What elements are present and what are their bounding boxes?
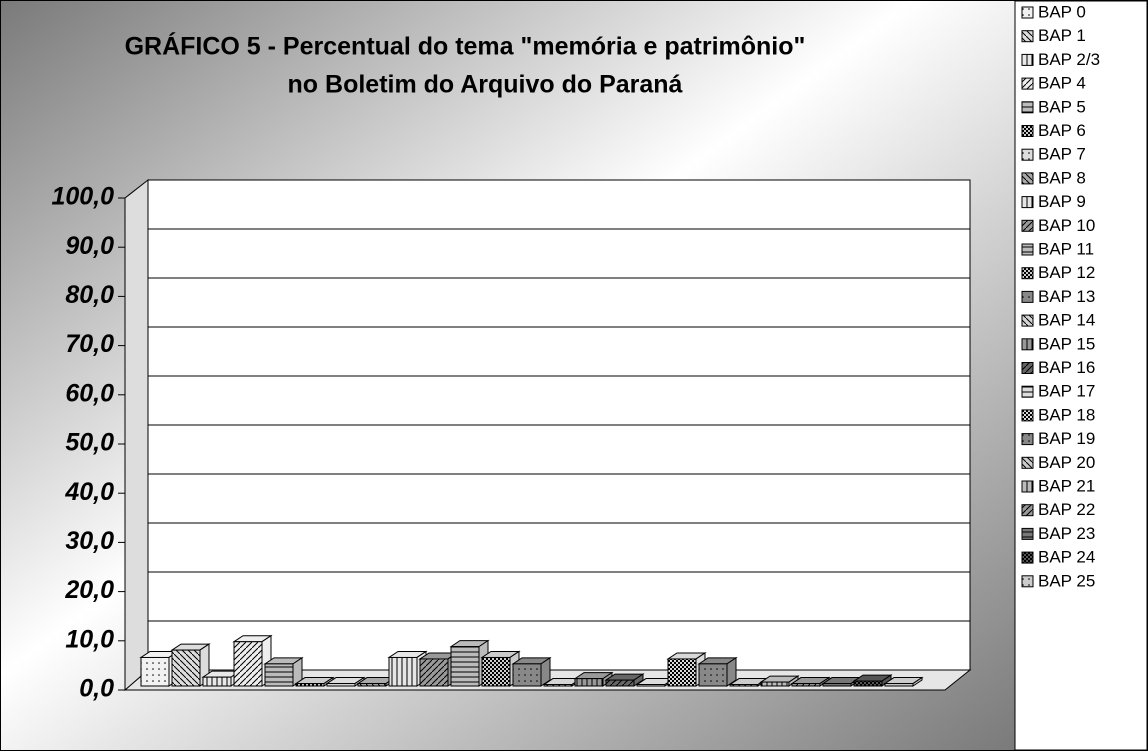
y-tick-label: 80,0	[65, 281, 114, 309]
legend-swatch-pattern	[1022, 7, 1033, 18]
bar-pattern	[544, 684, 572, 686]
bar-pattern	[854, 681, 882, 686]
legend-label: BAP 5	[1038, 97, 1086, 116]
legend-label: BAP 23	[1038, 524, 1095, 543]
legend-label: BAP 20	[1038, 453, 1095, 472]
legend-swatch-pattern	[1022, 315, 1033, 327]
bar-pattern	[141, 657, 169, 686]
y-tick-label: 90,0	[65, 232, 114, 260]
bar-pattern	[451, 646, 479, 686]
legend-label: BAP 7	[1038, 145, 1086, 164]
y-tick-label: 60,0	[65, 379, 114, 407]
y-tick-label: 0,0	[79, 675, 114, 703]
bar-pattern	[296, 683, 324, 686]
side-wall	[124, 178, 149, 692]
legend-swatch-pattern	[1022, 409, 1033, 421]
bar-pattern	[637, 684, 665, 686]
legend-swatch-pattern	[1022, 125, 1033, 137]
legend-label: BAP 22	[1038, 500, 1095, 519]
legend-label: BAP 11	[1038, 239, 1094, 258]
bar-pattern	[699, 663, 727, 686]
legend-swatch-pattern	[1022, 575, 1033, 587]
bar-pattern	[389, 657, 417, 686]
legend-swatch-pattern	[1022, 552, 1033, 564]
bar-pattern	[482, 657, 510, 686]
bar-pattern	[730, 684, 758, 686]
bar-pattern	[513, 663, 541, 686]
legend-swatch-pattern	[1022, 362, 1033, 374]
bar-pattern	[761, 682, 789, 686]
legend-swatch-pattern	[1022, 528, 1033, 540]
legend-label: BAP 0	[1038, 2, 1086, 21]
legend-label: BAP 12	[1038, 263, 1095, 282]
legend-swatch-pattern	[1022, 433, 1033, 445]
legend-box	[1014, 0, 1148, 751]
bar-pattern	[885, 683, 913, 686]
legend-label: BAP 19	[1038, 429, 1095, 448]
y-tick-label: 30,0	[65, 527, 114, 555]
legend-label: BAP 17	[1038, 382, 1095, 401]
legend-label: BAP 21	[1038, 476, 1095, 495]
legend-label: BAP 8	[1038, 168, 1086, 187]
legend-swatch-pattern	[1022, 149, 1033, 161]
legend-swatch-pattern	[1022, 101, 1033, 113]
legend-label: BAP 6	[1038, 121, 1086, 140]
bar-pattern	[823, 683, 851, 686]
legend-swatch-pattern	[1022, 481, 1033, 492]
legend-swatch-pattern	[1022, 386, 1033, 398]
y-tick-label: 10,0	[65, 625, 114, 653]
bar-pattern	[327, 683, 355, 686]
legend-swatch-pattern	[1022, 504, 1033, 516]
legend-label: BAP 1	[1038, 26, 1086, 45]
legend-label: BAP 16	[1038, 358, 1095, 377]
legend-label: BAP 2/3	[1038, 50, 1100, 69]
legend-label: BAP 18	[1038, 405, 1095, 424]
legend-label: BAP 13	[1038, 287, 1095, 306]
legend-swatch-pattern	[1022, 457, 1033, 469]
legend-swatch-pattern	[1022, 220, 1033, 232]
bar-pattern	[792, 683, 820, 686]
legend-label: BAP 10	[1038, 216, 1095, 235]
bar-pattern	[606, 680, 634, 686]
chart-title: GRÁFICO 5 - Percentual do tema "memória …	[125, 32, 806, 61]
bar-pattern	[234, 641, 262, 686]
bar-pattern	[172, 650, 200, 686]
y-tick-label: 100,0	[51, 183, 114, 211]
legend-label: BAP 4	[1038, 74, 1086, 93]
legend-label: BAP 14	[1038, 311, 1095, 330]
bar-pattern	[575, 678, 603, 686]
legend-swatch-pattern	[1022, 338, 1033, 350]
bar-pattern	[668, 658, 696, 686]
legend-swatch-pattern	[1022, 78, 1033, 90]
bar-pattern	[420, 658, 448, 686]
y-tick-label: 70,0	[65, 330, 114, 358]
chart-title: no Boletim do Arquivo do Paraná	[288, 71, 683, 99]
y-tick-label: 50,0	[65, 429, 114, 457]
legend-swatch-pattern	[1022, 54, 1033, 66]
legend-swatch-pattern	[1022, 30, 1033, 42]
bar-pattern	[203, 677, 231, 686]
bar-pattern	[358, 683, 386, 686]
legend-label: BAP 25	[1038, 571, 1095, 590]
legend-swatch-pattern	[1022, 196, 1033, 208]
legend-swatch-pattern	[1022, 172, 1033, 184]
y-tick-label: 40,0	[64, 478, 114, 506]
legend-label: BAP 9	[1038, 192, 1086, 211]
legend-label: BAP 15	[1038, 334, 1095, 353]
legend-swatch-pattern	[1022, 244, 1033, 255]
y-tick-label: 20,0	[64, 576, 114, 604]
legend-swatch-pattern	[1022, 267, 1033, 279]
legend-label: BAP 24	[1038, 548, 1095, 567]
legend-swatch-pattern	[1022, 291, 1033, 303]
bar-pattern	[265, 663, 293, 686]
